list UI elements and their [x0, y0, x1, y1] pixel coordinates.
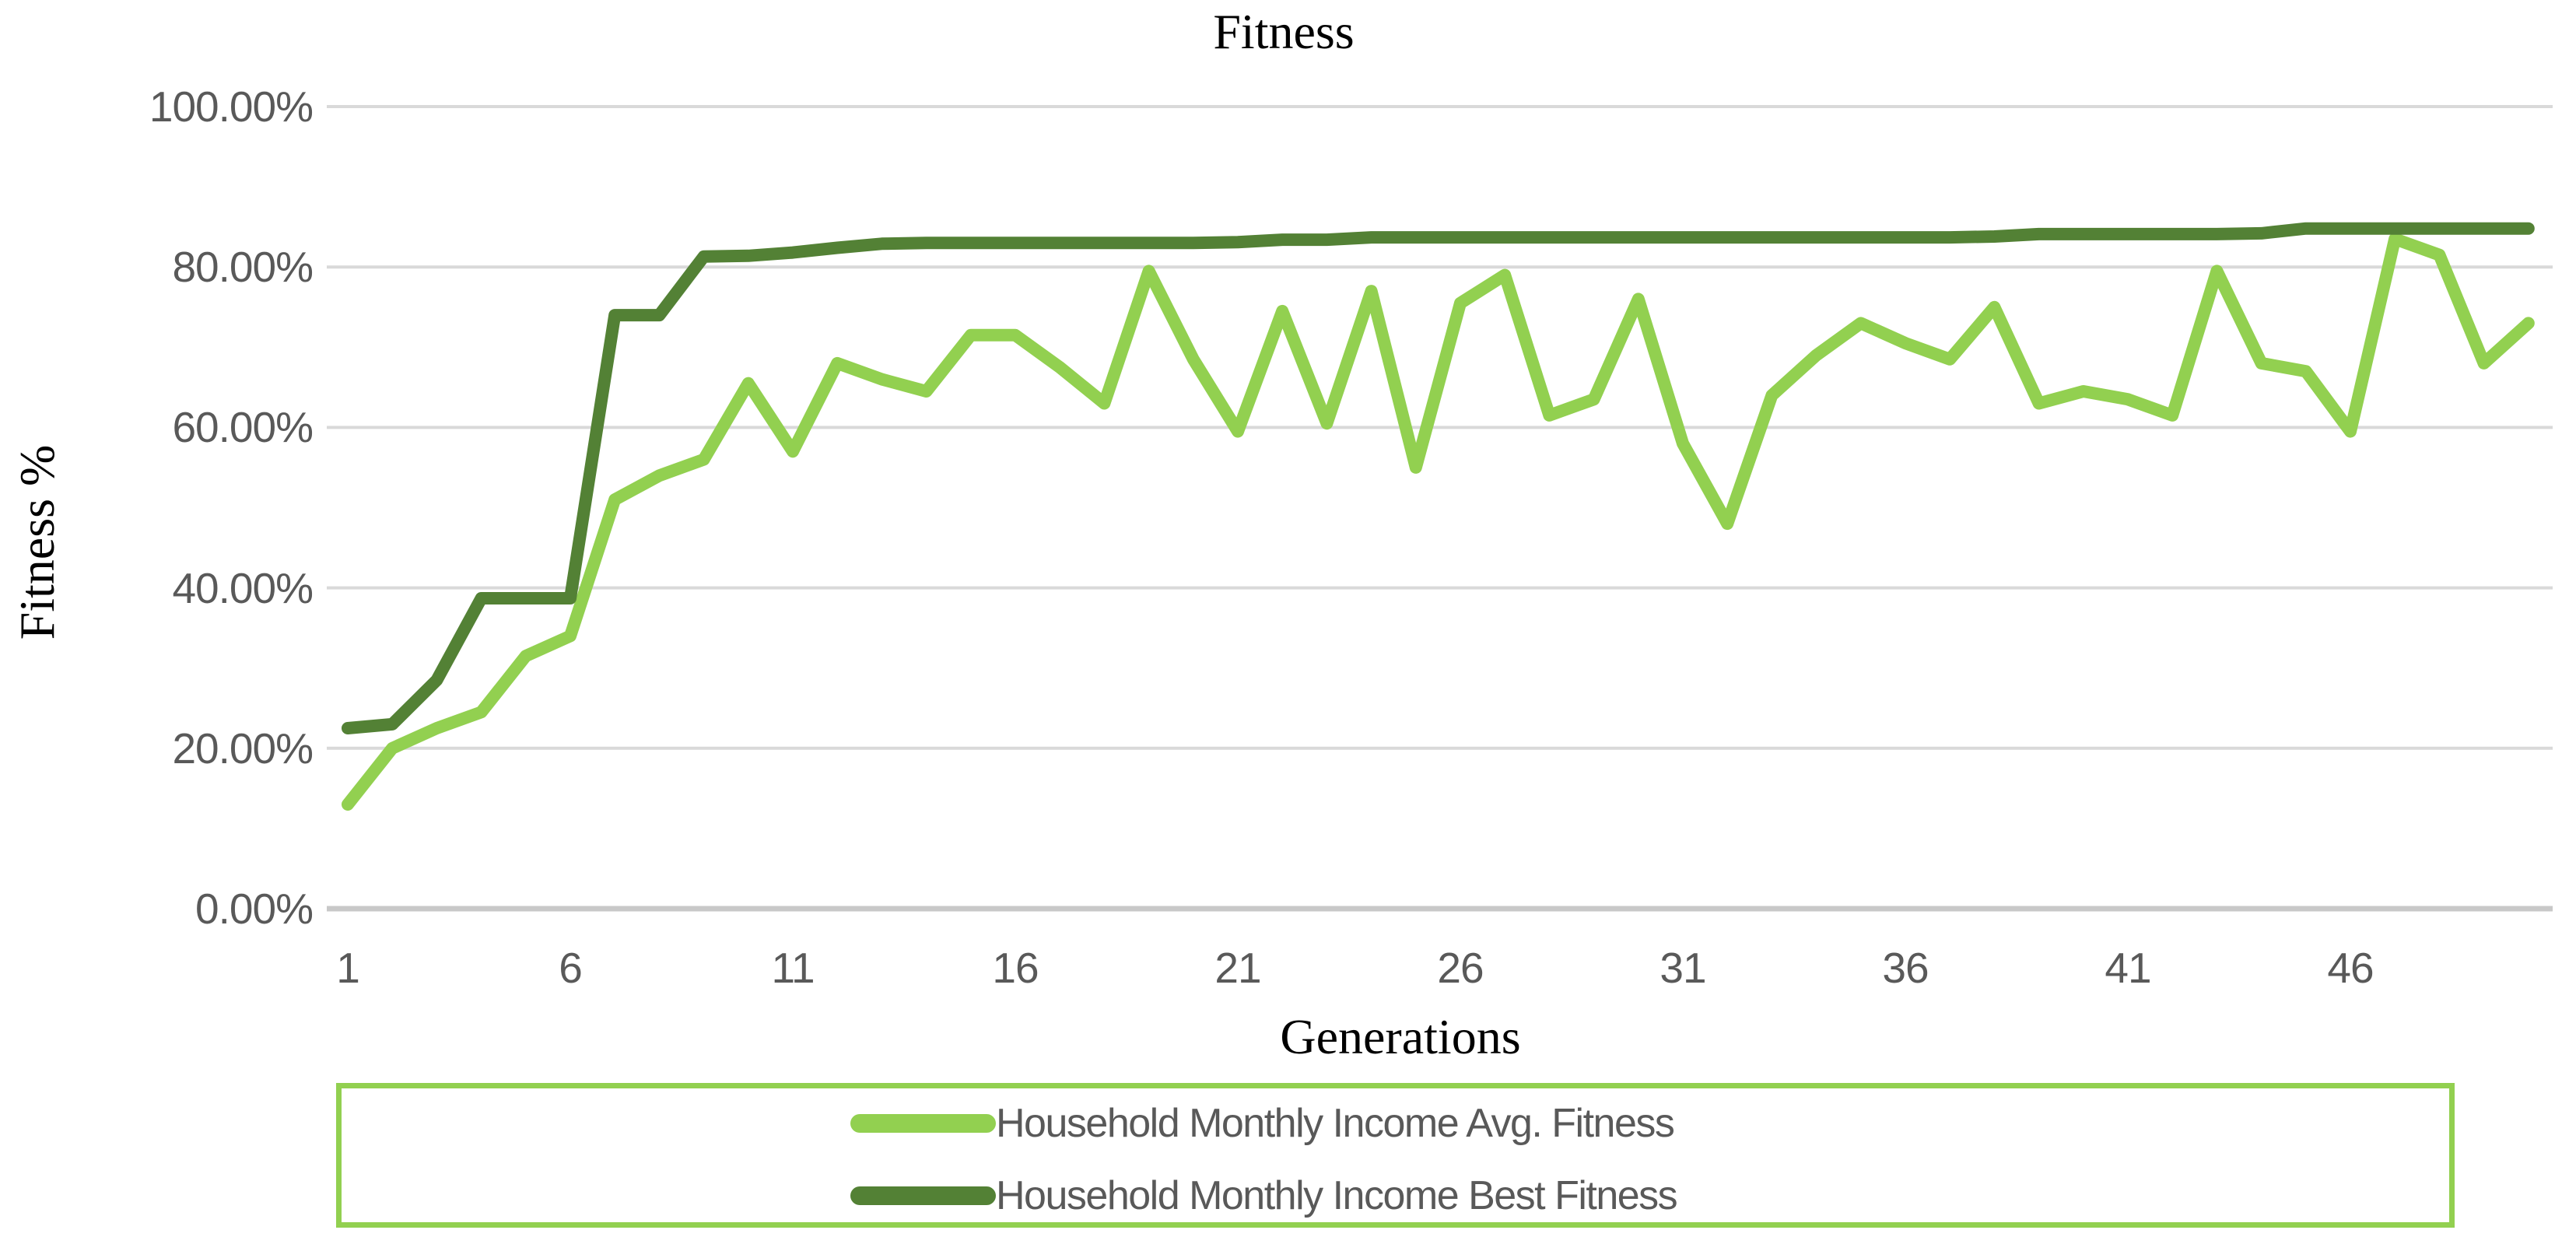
x-tick-label-1: 1: [336, 944, 360, 992]
x-tick-label-26: 26: [1437, 944, 1484, 992]
y-tick-label-100: 100.00%: [149, 82, 314, 131]
y-tick-label-0: 0.00%: [195, 885, 314, 933]
x-axis-title: Generations: [1280, 1009, 1521, 1064]
avg-series-swatch: [850, 1114, 996, 1133]
legend-label-best: Household Monthly Income Best Fitness: [996, 1173, 1678, 1218]
x-tick-label-16: 16: [992, 944, 1039, 992]
x-tick-label-11: 11: [771, 944, 815, 992]
y-tick-label-40: 40.00%: [172, 563, 314, 612]
legend-label-avg: Household Monthly Income Avg. Fitness: [996, 1101, 1675, 1146]
legend-item-avg-fitness: Household Monthly Income Avg. Fitness: [850, 1100, 1675, 1147]
chart-title: Fitness: [1213, 4, 1355, 59]
x-tick-label-31: 31: [1660, 944, 1706, 992]
y-tick-label-60: 60.00%: [172, 403, 314, 452]
x-tick-label-36: 36: [1882, 944, 1929, 992]
best-series-swatch: [850, 1186, 996, 1205]
x-tick-label-46: 46: [2327, 944, 2374, 992]
legend: Household Monthly Income Avg. Fitness Ho…: [336, 1083, 2455, 1228]
avg-fitness-line: [342, 233, 2535, 811]
y-tick-label-20: 20.00%: [172, 724, 314, 773]
best-fitness-line: [342, 222, 2535, 734]
y-tick-label-80: 80.00%: [172, 243, 314, 292]
x-tick-label-6: 6: [559, 944, 583, 992]
x-tick-label-41: 41: [2105, 944, 2151, 992]
legend-item-best-fitness: Household Monthly Income Best Fitness: [850, 1172, 1678, 1219]
y-axis-title: Fitness %: [9, 444, 65, 640]
x-tick-label-21: 21: [1214, 944, 1261, 992]
